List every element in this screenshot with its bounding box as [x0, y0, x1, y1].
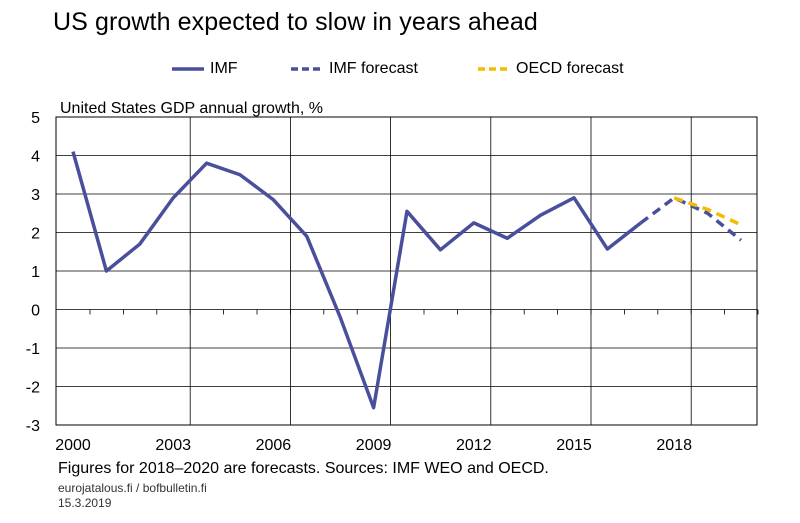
legend-swatch-oecd-forecast [478, 67, 510, 71]
x-tick-label: 2009 [356, 437, 392, 454]
x-tick-label: 2003 [155, 437, 191, 454]
y-tick-label: 5 [31, 110, 40, 127]
legend-swatch-imf-forecast [291, 67, 323, 71]
y-tick-label: -3 [26, 418, 40, 435]
y-tick-label: 4 [31, 149, 40, 166]
y-tick-label: -2 [26, 380, 40, 397]
y-tick-label: -1 [26, 341, 40, 358]
series-oecd-forecast-line [673, 196, 742, 227]
footer-date: 15.3.2019 [58, 496, 112, 510]
legend-label-oecd-forecast: OECD forecast [516, 60, 624, 77]
x-tick-label: 2018 [656, 437, 692, 454]
plot-frame [55, 116, 758, 426]
y-tick-label: 3 [31, 187, 40, 204]
y-tick-label: 2 [31, 226, 40, 243]
x-tick-label: 2012 [456, 437, 492, 454]
legend-item-imf: IMF [172, 58, 238, 80]
chart-title: US growth expected to slow in years ahea… [53, 8, 538, 36]
legend-item-imf-forecast: IMF forecast [291, 58, 418, 80]
footer-site: eurojatalous.fi / bofbulletin.fi [58, 481, 207, 495]
legend-swatch-imf [172, 67, 204, 71]
y-tick-label: 0 [31, 303, 40, 320]
series-imf-forecast-line [639, 196, 743, 242]
legend-label-imf: IMF [210, 60, 238, 77]
x-tick-label: 2000 [55, 437, 91, 454]
legend: IMF IMF forecast OECD forecast [0, 58, 800, 80]
y-tick-label: 1 [31, 264, 40, 281]
legend-item-oecd-forecast: OECD forecast [478, 58, 624, 80]
footer-note: Figures for 2018–2020 are forecasts. Sou… [58, 460, 549, 477]
x-tick-label: 2015 [556, 437, 592, 454]
x-tick-label: 2006 [256, 437, 292, 454]
series-imf-line [71, 151, 642, 410]
y-axis-label: United States GDP annual growth, % [60, 100, 323, 117]
legend-label-imf-forecast: IMF forecast [329, 60, 418, 77]
